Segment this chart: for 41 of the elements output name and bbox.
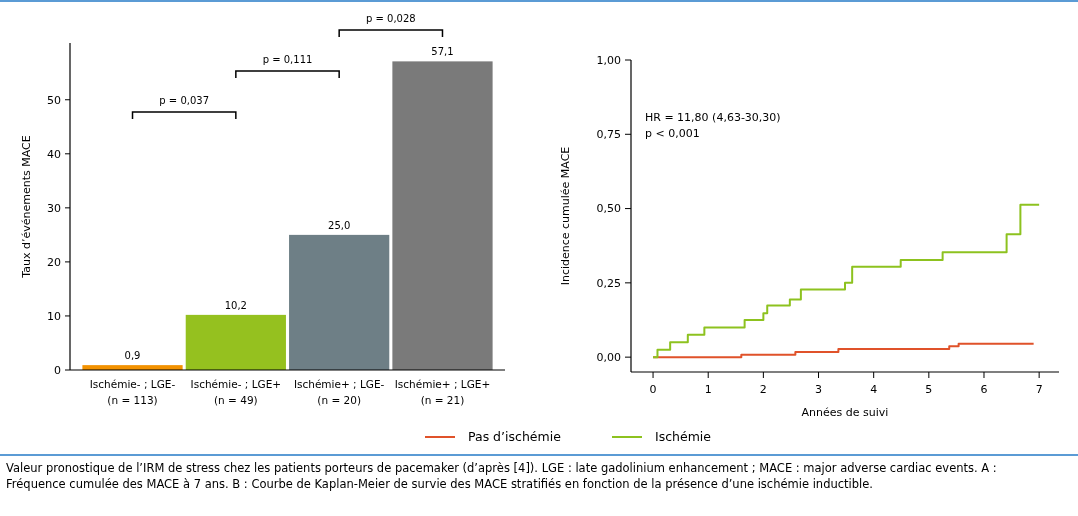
annotation: p = 0,037: [159, 95, 210, 106]
y-tick-label: 0,75: [596, 128, 621, 142]
x-tick-label: 2: [759, 383, 767, 396]
y-tick-label: 0,25: [596, 276, 621, 290]
data-label: 57,1: [431, 46, 454, 58]
y-tick-label: 10: [47, 309, 61, 323]
x-tick-label: 7: [1035, 383, 1043, 396]
x-tick-label: 4: [870, 383, 878, 396]
x-tick-label: 3: [815, 383, 823, 396]
bar: [392, 61, 493, 370]
y-tick-label: 30: [47, 201, 61, 215]
data-label: 25,0: [328, 219, 351, 231]
x-tick-label: 5: [925, 383, 933, 396]
x-tick-label: Ischémie+ ; LGE- (n = 20): [293, 378, 385, 406]
x-tick-label: Ischémie- ; LGE+ (n = 49): [190, 378, 282, 406]
legend-label: Ischémie: [655, 429, 712, 445]
x-tick-label: 6: [980, 383, 988, 396]
annotation: p < 0,001: [645, 127, 700, 140]
y-tick-label: 1,00: [596, 53, 621, 67]
x-tick-label: 1: [704, 383, 712, 396]
y-axis-title: Incidence cumulée MACE: [559, 146, 572, 286]
data-label: 0,9: [124, 350, 141, 362]
text: Valeur pronostique de l’IRM de stress chez les patients porteurs de pacemaker (d’après [4]). LGE : late gadolinium enhancement ; MACE : major adverse cardiac events. A : Fréquence cumulée des MACE à 7 ans. B : Courbe de Kaplan-Meier de survie des MACE stratifiés en fonction de la présence d’une ischémie inductible.: [6, 461, 997, 491]
bar: [185, 314, 286, 370]
y-tick-label: 50: [47, 93, 61, 107]
text: p = 0,028: [365, 13, 416, 24]
x-tick-label: 0: [649, 383, 657, 396]
y-tick-label: 0,00: [596, 350, 621, 364]
y-tick-label: 40: [47, 147, 61, 161]
x-axis-title: Années de suivi: [801, 406, 889, 419]
y-tick-label: 20: [47, 255, 61, 269]
y-tick-label: 0,50: [596, 202, 621, 216]
y-tick-label: 0: [54, 363, 61, 377]
legend-label: Pas d’ischémie: [468, 429, 562, 445]
data-label: 10,2: [224, 299, 247, 311]
y-axis-title: Taux d’événements MACE: [20, 135, 33, 279]
x-tick-label: Ischémie- ; LGE- (n = 113): [89, 378, 176, 406]
bar: [289, 234, 390, 370]
x-tick-label: Ischémie+ ; LGE+ (n = 21): [394, 378, 491, 406]
annotation: p = 0,111: [262, 54, 313, 65]
annotation: HR = 11,80 (4,63-30,30): [645, 111, 781, 124]
